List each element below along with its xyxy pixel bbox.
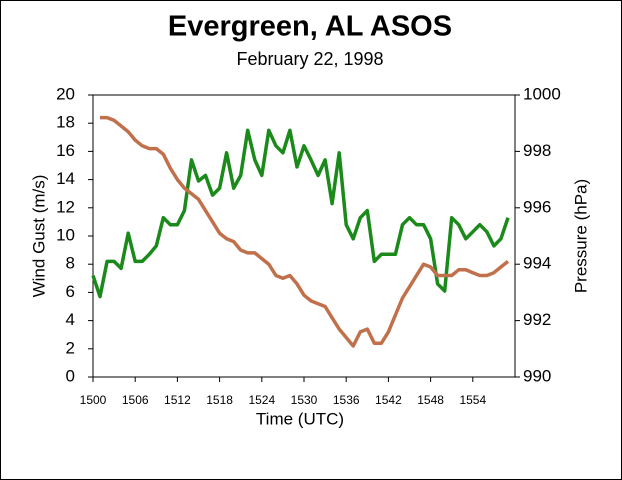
- x-tick-label: 1518: [206, 393, 233, 407]
- x-tick-label: 1512: [164, 393, 191, 407]
- x-tick-label: 1506: [122, 393, 149, 407]
- y-tick-label: 4: [66, 310, 75, 329]
- x-tick-label: 1554: [459, 393, 486, 407]
- x-tick-label: 1536: [333, 393, 360, 407]
- y-tick-label: 10: [56, 225, 75, 244]
- y-tick-label: 8: [66, 254, 75, 273]
- x-tick-label: 1500: [80, 393, 107, 407]
- y2-tick-label: 1000: [523, 84, 561, 103]
- y-tick-label: 0: [66, 366, 75, 385]
- y-tick-label: 6: [66, 282, 75, 301]
- y-tick-label: 18: [56, 113, 75, 132]
- y-tick-label: 2: [66, 338, 75, 357]
- y-axis-label: Wind Gust (m/s): [29, 175, 48, 298]
- y2-tick-label: 996: [523, 197, 551, 216]
- x-axis-label: Time (UTC): [256, 409, 344, 428]
- y-tick-label: 14: [56, 169, 75, 188]
- x-tick-label: 1542: [375, 393, 402, 407]
- y2-tick-label: 998: [523, 141, 551, 160]
- x-tick-label: 1548: [417, 393, 444, 407]
- series-line: [91, 128, 510, 299]
- y-tick-label: 20: [56, 84, 75, 103]
- x-tick-label: 1524: [248, 393, 275, 407]
- y-tick-label: 12: [56, 197, 75, 216]
- x-tick-label: 1530: [291, 393, 318, 407]
- y2-tick-label: 994: [523, 254, 551, 273]
- chart-title: Evergreen, AL ASOS: [168, 11, 452, 43]
- y2-axis-label: Pressure (hPa): [571, 179, 590, 293]
- series-line: [100, 115, 510, 348]
- y-tick-label: 16: [56, 141, 75, 160]
- y2-tick-label: 990: [523, 366, 551, 385]
- y2-tick-label: 992: [523, 310, 551, 329]
- chart-subtitle: February 22, 1998: [236, 49, 383, 69]
